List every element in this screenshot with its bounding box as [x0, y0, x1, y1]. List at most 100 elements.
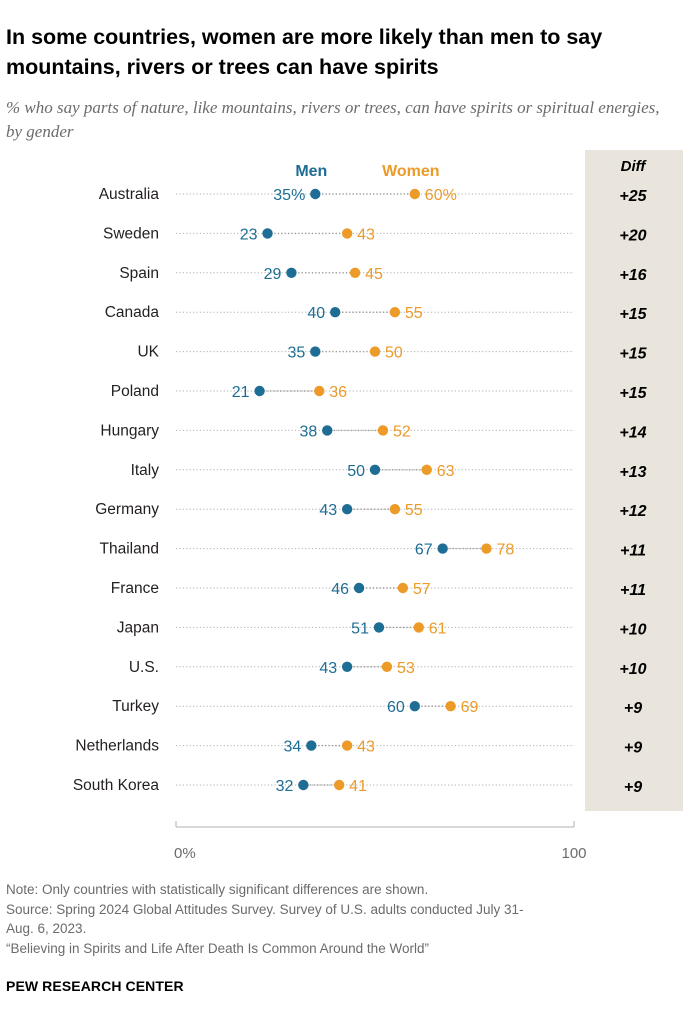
men-value-label: 35 [288, 345, 306, 362]
men-value-label: 29 [264, 266, 282, 283]
men-value-label: 23 [240, 226, 258, 243]
women-value-label: 61 [429, 620, 447, 637]
men-value-label: 51 [351, 620, 369, 637]
country-label: Turkey [112, 698, 159, 715]
diff-value: +20 [619, 227, 646, 244]
men-dot [437, 543, 448, 554]
women-dot [369, 346, 381, 357]
men-value-label: 60 [387, 699, 405, 716]
women-value-label: 63 [437, 463, 455, 480]
country-label: Poland [111, 383, 159, 400]
x-axis-label-0: 0% [174, 845, 196, 862]
women-value-label: 60% [425, 187, 457, 204]
men-value-label: 43 [319, 660, 337, 677]
diff-value: +14 [619, 424, 646, 441]
country-label: Spain [119, 265, 159, 282]
chart-subtitle: % who say parts of nature, like mountain… [6, 98, 660, 141]
men-value-label: 43 [319, 502, 337, 519]
country-label: Japan [117, 619, 159, 636]
diff-value: +15 [619, 346, 647, 363]
women-value-label: 57 [413, 581, 431, 598]
notes-block: Note: Only countries with statistically … [6, 880, 676, 958]
men-value-label: 34 [284, 739, 302, 756]
country-label: Thailand [100, 541, 159, 558]
women-value-label: 55 [405, 305, 423, 322]
diff-value: +15 [619, 306, 647, 323]
women-value-label: 45 [365, 266, 383, 283]
men-dot [310, 188, 321, 200]
women-dot [421, 464, 432, 475]
men-value-label: 67 [415, 542, 433, 559]
diff-value: +9 [624, 740, 642, 757]
men-dot [353, 582, 365, 594]
men-value-label: 35% [273, 187, 305, 204]
source-text-line-1: Source: Spring 2024 Global Attitudes Sur… [6, 901, 524, 917]
women-value-label: 55 [405, 502, 423, 519]
diff-value: +10 [619, 661, 646, 678]
men-dot [369, 464, 381, 475]
women-dot [409, 188, 420, 200]
diff-value: +12 [619, 503, 646, 520]
men-dot [310, 346, 321, 357]
women-value-label: 78 [496, 542, 514, 559]
men-value-label: 21 [232, 384, 250, 401]
country-label: South Korea [73, 777, 160, 794]
men-value-label: 32 [276, 778, 294, 795]
women-dot [413, 622, 424, 633]
women-dot [389, 307, 401, 318]
women-value-label: 36 [329, 384, 347, 401]
brand-logo-text: PEW RESEARCH CENTER [6, 978, 184, 994]
country-label: U.S. [129, 659, 159, 676]
men-dot [373, 622, 385, 633]
diff-value: +11 [620, 543, 646, 560]
diff-header: Diff [621, 158, 648, 175]
source-text-line-2: Aug. 6, 2023. [6, 921, 87, 936]
country-label: Canada [105, 304, 160, 321]
country-label: Italy [131, 462, 160, 479]
men-dot [409, 701, 420, 712]
women-dot [341, 740, 353, 751]
women-dot [481, 543, 492, 554]
country-label: Netherlands [75, 738, 159, 755]
men-dot [341, 504, 353, 515]
women-value-label: 52 [393, 423, 411, 440]
men-dot [298, 779, 309, 791]
legend-women: Women [382, 163, 439, 180]
women-dot [389, 504, 401, 515]
women-value-label: 69 [461, 699, 479, 716]
report-title: “Believing in Spirits and Life After Dea… [6, 940, 429, 956]
women-dot [397, 582, 409, 594]
legend-men: Men [295, 163, 327, 180]
women-dot [377, 425, 389, 436]
women-value-label: 41 [349, 778, 367, 795]
women-dot [333, 779, 345, 791]
men-dot [341, 661, 353, 672]
country-label: Sweden [103, 225, 159, 242]
x-axis-label-100: 100 [561, 845, 586, 862]
men-dot [322, 425, 333, 436]
women-dot [445, 701, 456, 712]
country-label: Germany [95, 501, 159, 518]
women-dot [381, 661, 393, 672]
women-value-label: 53 [397, 660, 415, 677]
dot-chart: Diff Men Women Australia 35% 60% +25 Sweden 23 43… [73, 150, 683, 862]
diff-value: +10 [619, 621, 646, 638]
men-value-label: 38 [299, 423, 317, 440]
country-label: France [111, 580, 159, 597]
men-dot [254, 385, 265, 397]
men-dot [286, 267, 297, 278]
chart-title: In some countries, women are more likely… [6, 25, 603, 79]
men-dot [330, 307, 341, 318]
diff-value: +13 [619, 464, 646, 481]
country-label: UK [137, 344, 159, 361]
country-label: Australia [99, 186, 160, 203]
country-label: Hungary [100, 422, 159, 439]
diff-value: +15 [619, 385, 647, 402]
men-value-label: 50 [347, 463, 365, 480]
diff-value: +9 [624, 700, 642, 717]
women-dot [341, 228, 353, 239]
women-value-label: 43 [357, 739, 375, 756]
women-value-label: 50 [385, 345, 403, 362]
women-dot [349, 267, 361, 278]
diff-column-background [585, 150, 683, 811]
